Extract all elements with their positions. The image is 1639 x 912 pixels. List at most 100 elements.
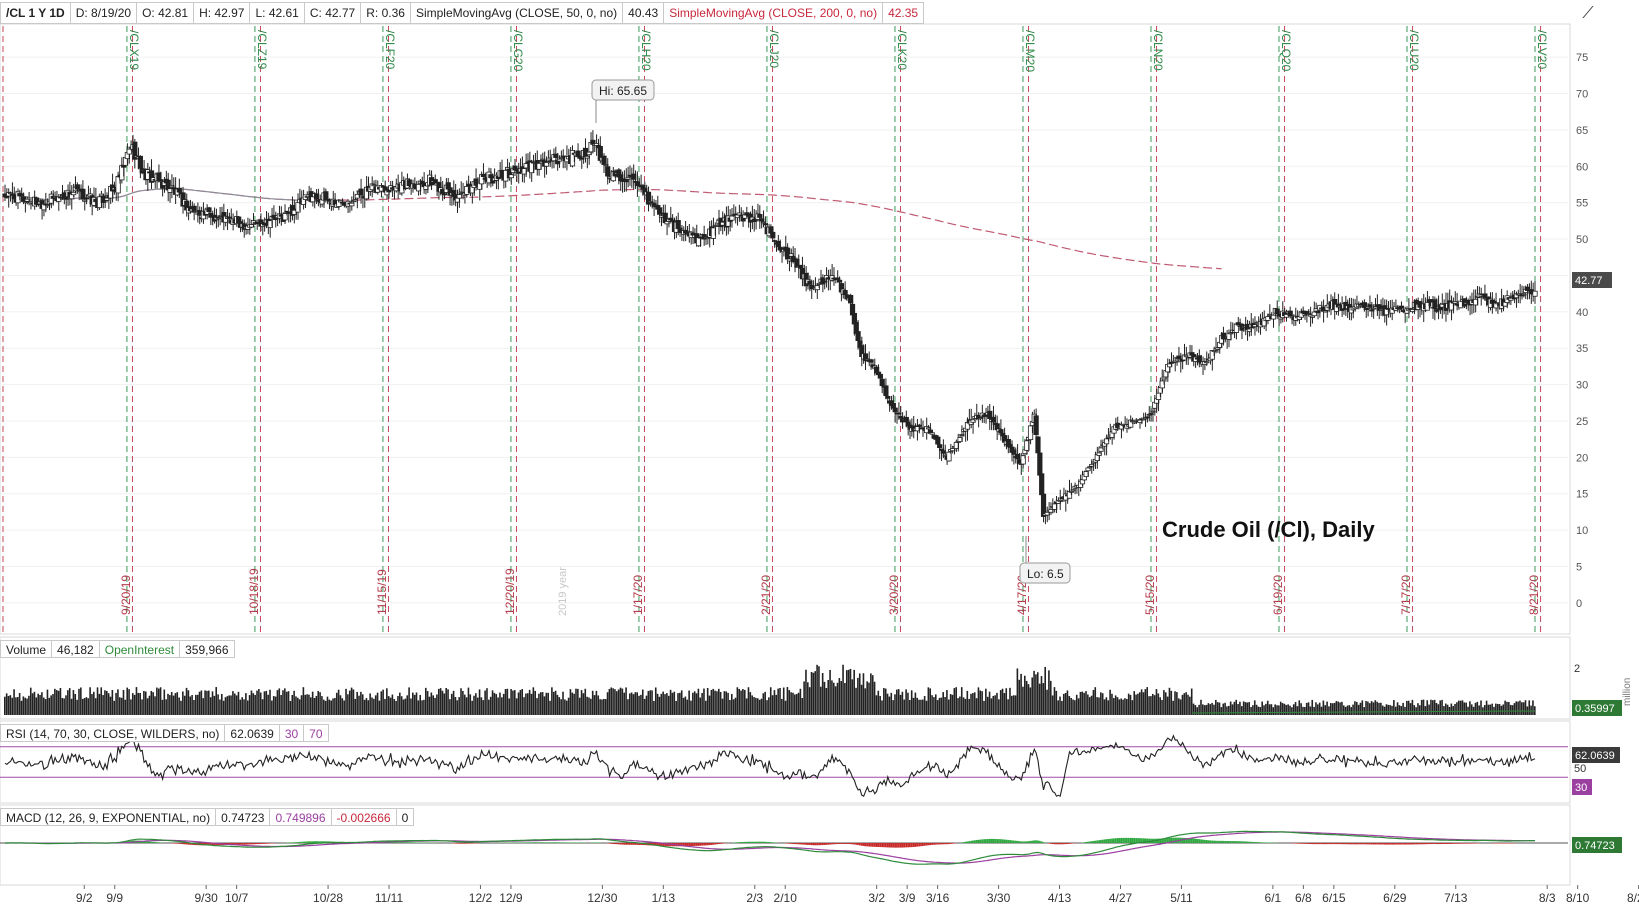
volume-bar	[1302, 706, 1304, 715]
volume-bar	[758, 699, 761, 715]
macd-hist-bar	[1400, 843, 1403, 845]
volume-bar	[732, 699, 735, 715]
volume-panel[interactable]: 2 million 0.35997	[0, 636, 1633, 720]
macd-label[interactable]: MACD (12, 26, 9, EXPONENTIAL, no)	[0, 808, 217, 826]
volume-bar	[441, 690, 444, 715]
macd-hist-bar	[245, 843, 247, 845]
macd-hist-bar	[1014, 840, 1017, 843]
macd-hist-bar	[756, 841, 759, 843]
volume-bar	[80, 687, 82, 715]
volume-bar	[658, 696, 661, 715]
volume-bar	[875, 695, 878, 715]
volume-bar	[599, 699, 601, 715]
volume-bar	[803, 681, 805, 715]
volume-bar	[920, 699, 922, 715]
volume-bar	[389, 697, 392, 715]
volume-bar	[172, 695, 175, 715]
volume-bar	[226, 696, 229, 715]
volume-bar	[705, 700, 707, 715]
volume-bar	[402, 699, 405, 715]
macd-hist-bar	[886, 843, 889, 848]
macd-hist-bar	[1101, 839, 1104, 843]
macd-hist-bar	[1216, 840, 1219, 843]
macd-hist-bar	[1148, 838, 1151, 843]
macd-hist-bar	[1330, 843, 1332, 845]
drawing-tool-icon[interactable]: ⟋	[1582, 5, 1594, 22]
macd-hist-bar	[1205, 840, 1208, 843]
sma200-label[interactable]: SimpleMovingAvg (CLOSE, 200, 0, no)	[664, 2, 884, 24]
macd-hist-bar	[1239, 841, 1241, 843]
volume-bar	[415, 692, 418, 715]
price-panel[interactable]: /CLX199/20/19/CLZ1910/18/19/CLF2011/15/1…	[0, 23, 1612, 635]
volume-bar	[29, 687, 32, 715]
volume-bar	[1289, 705, 1291, 715]
volume-label[interactable]: Volume	[0, 640, 53, 658]
volume-bar	[15, 697, 17, 715]
volume-bar	[847, 669, 850, 715]
volume-bar	[588, 697, 590, 715]
macd-hist-bar	[1432, 843, 1434, 844]
price-axis-tick: 5	[1576, 562, 1582, 574]
volume-bar	[892, 700, 894, 715]
volume-bar	[831, 680, 833, 715]
macd-hist-bar	[1215, 840, 1217, 843]
svg-text:0.35997: 0.35997	[1575, 703, 1615, 715]
volume-bar	[608, 688, 611, 715]
volume-bar	[1524, 700, 1527, 715]
volume-bar	[1296, 706, 1299, 715]
volume-bar	[1122, 699, 1124, 715]
macd-hist-bar	[230, 843, 233, 845]
macd-hist-bar	[1393, 843, 1395, 845]
volume-bar	[501, 697, 503, 715]
volume-bar	[625, 687, 627, 715]
candle-body	[855, 331, 861, 341]
oi-label[interactable]: OpenInterest	[99, 640, 181, 658]
macd-hist-bar	[1252, 841, 1254, 843]
volume-bar	[328, 699, 331, 715]
volume-bar	[378, 700, 381, 715]
volume-bar	[1189, 696, 1191, 715]
macd-hist-bar	[1406, 843, 1408, 845]
macd-hist-bar	[1146, 838, 1149, 843]
volume-bar	[1450, 703, 1453, 715]
macd-hist-bar	[873, 843, 876, 847]
macd-hist-bar	[146, 841, 149, 843]
macd-hist-bar	[523, 842, 526, 843]
volume-bar	[408, 687, 410, 715]
volume-bar	[371, 697, 373, 715]
expiry-label: 3/20/20	[887, 575, 901, 615]
volume-bar	[482, 700, 485, 715]
sma50-label[interactable]: SimpleMovingAvg (CLOSE, 50, 0, no)	[410, 2, 624, 24]
macd-hist-bar	[185, 843, 188, 845]
macd-hist-bar	[246, 843, 249, 845]
macd-hist-bar	[1194, 838, 1197, 843]
volume-bar	[1509, 704, 1512, 715]
x-tick-label: 4/13	[1048, 891, 1072, 905]
macd-hist-bar	[762, 841, 765, 843]
volume-bar	[628, 693, 631, 715]
macd-hist-bar	[690, 843, 692, 847]
macd-hist-bar	[306, 841, 309, 843]
macd-hist-bar	[297, 842, 299, 843]
macd-hist-bar	[1398, 843, 1401, 845]
macd-hist-bar	[1253, 842, 1256, 843]
volume-bar	[360, 691, 362, 715]
candle-body	[1040, 493, 1047, 517]
volume-bar	[1394, 706, 1397, 715]
macd-hist-bar	[1387, 843, 1390, 845]
volume-bar	[113, 700, 116, 715]
rsi-label[interactable]: RSI (14, 70, 30, CLOSE, WILDERS, no)	[0, 724, 226, 742]
roll-label: /CLN20	[1151, 30, 1165, 71]
candle-body	[770, 231, 776, 239]
volume-bar	[278, 688, 281, 715]
volume-bar	[695, 693, 698, 715]
volume-bar	[31, 693, 34, 715]
volume-bar	[326, 696, 329, 715]
volume-bar	[311, 691, 314, 715]
symbol[interactable]: /CL 1 Y 1D	[0, 2, 71, 24]
volume-bar	[213, 695, 216, 715]
volume-bar	[211, 691, 214, 715]
macd-hist-bar	[894, 843, 896, 848]
macd-hist-bar	[150, 841, 153, 843]
macd-hist-bar	[1461, 843, 1464, 844]
